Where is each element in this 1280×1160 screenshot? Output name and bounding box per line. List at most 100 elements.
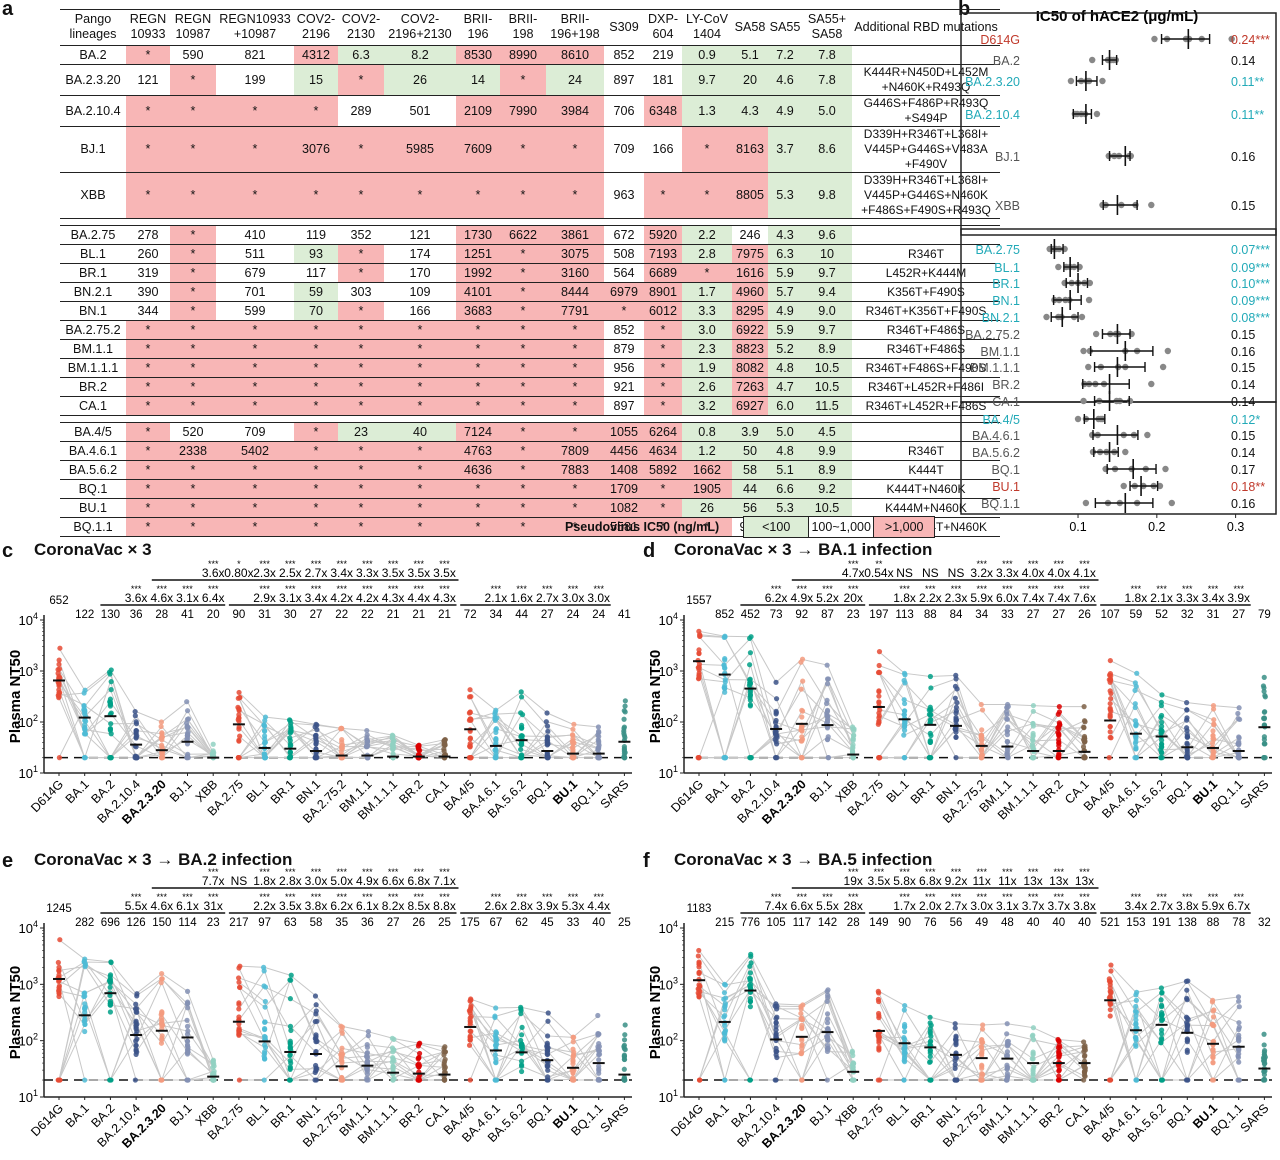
lineage-cell: BM.1.1.1 (60, 358, 126, 378)
ic50-cell: 7990 (500, 95, 546, 127)
sample-point (287, 741, 293, 747)
sample-point (1004, 753, 1010, 759)
sample-point (134, 993, 140, 999)
ic50-cell: 4456 (604, 441, 644, 461)
mutations-cell (852, 225, 1000, 245)
fold-change-label: 4.6x (150, 899, 173, 913)
sample-point (850, 726, 856, 732)
significance-label: *** (414, 559, 425, 569)
sample-point (467, 736, 473, 742)
geomean-label: 73 (770, 609, 783, 621)
significance-label: *** (259, 867, 270, 877)
significance-label: *** (362, 584, 373, 594)
mutations-cell: R346T+L452R+F486I (852, 377, 1000, 397)
replicate-point (1067, 77, 1075, 85)
sample-point (1159, 692, 1165, 698)
sample-point (108, 721, 114, 727)
sample-point (1030, 708, 1036, 714)
sample-point (518, 1058, 525, 1064)
sample-point (1107, 723, 1113, 730)
ic50-cell: 852 (604, 320, 644, 340)
sample-point (364, 738, 370, 744)
sample-point (824, 708, 831, 714)
mean-value-label: 0.16 (1231, 345, 1255, 359)
fold-change-label: 3.8x (305, 899, 328, 913)
ic50-cell: * (338, 263, 384, 283)
geomean-label: 79 (1258, 609, 1271, 621)
x-tick-label: BR.1 (268, 1101, 298, 1131)
sample-point (1159, 749, 1165, 755)
ic50-cell: 709 (216, 422, 294, 442)
fold-change-label: 7.4x (1047, 591, 1070, 605)
ic50-cell: * (294, 172, 338, 219)
sample-point (722, 665, 728, 671)
sample-point (1081, 1070, 1088, 1076)
x-tick-label: BQ.1 (524, 1101, 554, 1131)
hace2-ic50-chart: IC50 of hACE2 (μg/mL)D614G 0.24***BA.2 0.1… (960, 8, 1277, 534)
geomean-label: 88 (1207, 917, 1220, 929)
replicate-point (1086, 279, 1094, 287)
ic50-cell: * (170, 263, 216, 283)
ic50-cell: * (126, 377, 170, 397)
sample-point (773, 738, 779, 744)
geomean-label: 26 (412, 917, 425, 929)
geomean-label: 452 (741, 609, 760, 621)
ic50-cell: * (126, 126, 170, 173)
sample-point (543, 719, 549, 725)
ic50-legend: Pseudovirus IC50 (ng/mL) <100 100~1,000 … (565, 516, 936, 538)
ic50-cell: 6.3 (338, 45, 384, 65)
column-header: S309 (604, 9, 644, 46)
sample-point (902, 1024, 908, 1030)
ic50-cell: 26 (682, 498, 732, 518)
sample-point (313, 1011, 319, 1017)
sample-point (696, 1077, 703, 1083)
fold-change-label: 6.7x (1227, 899, 1250, 913)
fold-change-label: NS (896, 566, 913, 580)
sample-point (56, 661, 62, 667)
x-tick-label: BJ.1 (807, 1101, 835, 1129)
sample-point (1003, 709, 1010, 715)
significance-label: *** (388, 867, 399, 877)
mutations-cell: R346T+K356T+F490S (852, 301, 1000, 321)
mean-value-label: 0.17 (1231, 463, 1255, 477)
ic50-cell: * (500, 320, 546, 340)
sample-point (928, 685, 934, 691)
ic50-cell: 15 (294, 64, 338, 96)
sample-point (876, 1039, 882, 1046)
sample-point (774, 755, 780, 761)
ic50-cell: * (546, 479, 604, 499)
sample-point (82, 1004, 88, 1011)
significance-label: *** (1002, 892, 1013, 902)
geomean-label: 59 (1130, 609, 1143, 621)
ic50-cell: 897 (604, 64, 644, 96)
significance-label: * (237, 559, 241, 569)
replicate-point (1085, 296, 1093, 304)
paired-sample-line (469, 1008, 600, 1081)
ic50-cell: 20 (732, 64, 768, 96)
lineage-cell: BA.2.75 (60, 225, 126, 245)
geomean-label: 30 (284, 609, 297, 621)
ic50-cell: 4312 (294, 45, 338, 65)
sample-point (132, 708, 138, 715)
ic50-cell: * (126, 479, 170, 499)
ic50-cell: 897 (604, 396, 644, 416)
ic50-cell: 26 (384, 64, 456, 96)
sample-point (1261, 674, 1267, 680)
sample-point (800, 678, 806, 684)
sample-point (927, 1053, 933, 1060)
sample-point (1184, 728, 1190, 734)
sample-point (1210, 1046, 1216, 1053)
geomean-label: 76 (924, 917, 937, 929)
sample-point (1056, 739, 1062, 746)
sample-point (262, 1042, 268, 1048)
sample-point (262, 998, 268, 1005)
significance-label: *** (1131, 892, 1142, 902)
sample-point (1183, 978, 1190, 984)
sample-point (1004, 1031, 1010, 1037)
lineage-cell: BM.1.1 (60, 339, 126, 359)
ic50-cell: * (338, 441, 384, 461)
geomean-label: 78 (1232, 917, 1245, 929)
sample-point (519, 1032, 525, 1038)
significance-label: *** (1002, 559, 1013, 569)
ic50-cell: 1408 (604, 460, 644, 480)
